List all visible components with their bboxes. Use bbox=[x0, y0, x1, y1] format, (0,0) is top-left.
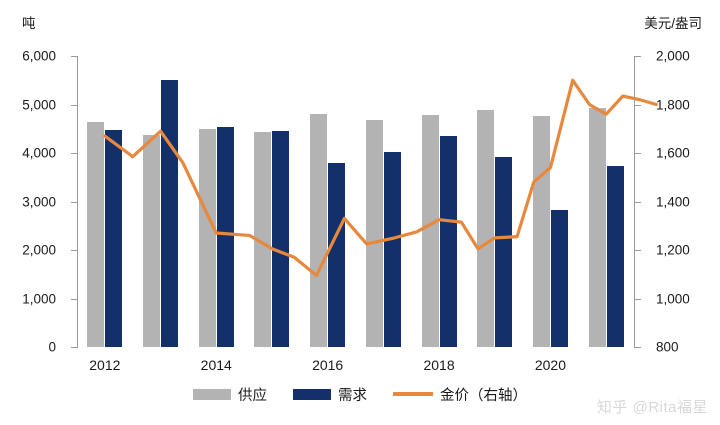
demand-bar[interactable] bbox=[550, 210, 568, 347]
demand-bar[interactable] bbox=[606, 166, 624, 347]
demand-bar[interactable] bbox=[272, 131, 290, 347]
left-tick-mark bbox=[71, 153, 77, 154]
right-tick-label: 1,400 bbox=[656, 193, 690, 209]
right-tick-mark bbox=[635, 104, 641, 106]
left-axis-line bbox=[77, 56, 78, 348]
supply-bar[interactable] bbox=[198, 128, 216, 347]
left-tick-mark bbox=[71, 56, 77, 57]
supply-bar[interactable] bbox=[532, 116, 550, 347]
watermark: 知乎 @Rita福星 bbox=[596, 399, 708, 416]
left-tick-label: 0 bbox=[48, 339, 56, 355]
gold-price-line bbox=[103, 78, 658, 278]
legend-item-demand[interactable]: 需求 bbox=[293, 384, 367, 405]
chart-legend: 供应 需求 金价（右轴） bbox=[0, 381, 720, 407]
legend-label: 需求 bbox=[338, 387, 367, 404]
right-tick-label: 1,000 bbox=[656, 290, 690, 306]
left-axis-unit-label: 吨 bbox=[22, 16, 36, 31]
supply-bar[interactable] bbox=[477, 110, 495, 347]
legend-label: 金价（右轴） bbox=[440, 387, 527, 404]
gold-price-line-layer bbox=[103, 78, 658, 278]
legend-label: 供应 bbox=[238, 387, 267, 404]
left-tick-mark bbox=[71, 104, 77, 106]
left-tick-mark bbox=[71, 298, 77, 300]
supply-bar[interactable] bbox=[421, 115, 439, 347]
right-tick-mark bbox=[635, 201, 641, 203]
right-tick-mark bbox=[635, 250, 641, 251]
demand-bar[interactable] bbox=[383, 152, 401, 347]
right-axis-line bbox=[634, 56, 635, 348]
legend-swatch-demand-icon bbox=[293, 388, 331, 400]
right-axis-unit-label: 美元/盎司 bbox=[644, 16, 702, 31]
x-axis-tick-label: 2018 bbox=[423, 357, 455, 373]
demand-bar[interactable] bbox=[495, 156, 513, 347]
legend-swatch-line-icon bbox=[393, 392, 433, 396]
demand-bar[interactable] bbox=[161, 80, 179, 347]
x-axis-tick-label: 2014 bbox=[200, 357, 232, 373]
left-tick-mark bbox=[71, 347, 77, 348]
left-tick-mark bbox=[71, 250, 77, 251]
right-tick-mark bbox=[635, 153, 641, 154]
right-tick-label: 1,200 bbox=[656, 242, 690, 258]
right-tick-label: 1,800 bbox=[656, 96, 690, 112]
supply-bar[interactable] bbox=[365, 119, 383, 347]
demand-bar[interactable] bbox=[105, 129, 123, 347]
x-axis-tick-label: 2016 bbox=[312, 357, 344, 373]
supply-bar[interactable] bbox=[87, 122, 105, 347]
plot-area bbox=[77, 56, 658, 347]
right-tick-label: 800 bbox=[656, 339, 679, 355]
left-tick-label: 3,000 bbox=[22, 193, 56, 209]
demand-bar[interactable] bbox=[328, 162, 346, 347]
right-tick-label: 1,600 bbox=[656, 145, 690, 161]
demand-bar[interactable] bbox=[216, 126, 234, 347]
right-tick-mark bbox=[635, 56, 641, 57]
legend-swatch-supply-icon bbox=[193, 388, 231, 400]
right-tick-label: 2,000 bbox=[656, 48, 690, 64]
x-axis-tick-label: 2012 bbox=[89, 357, 121, 373]
supply-bar[interactable] bbox=[143, 135, 161, 347]
supply-bar[interactable] bbox=[310, 114, 328, 347]
left-axis-tick-labels: 0 1,000 2,000 3,000 4,000 5,000 6,000 bbox=[0, 0, 70, 425]
demand-bar[interactable] bbox=[439, 136, 457, 347]
supply-bar[interactable] bbox=[254, 131, 272, 347]
right-tick-mark bbox=[635, 347, 641, 348]
left-tick-mark bbox=[71, 201, 77, 203]
legend-item-line[interactable]: 金价（右轴） bbox=[393, 384, 527, 405]
right-tick-mark bbox=[635, 298, 641, 300]
left-tick-label: 6,000 bbox=[22, 48, 56, 64]
x-axis-tick-label: 2020 bbox=[534, 357, 567, 373]
left-tick-label: 5,000 bbox=[22, 96, 56, 112]
left-tick-label: 4,000 bbox=[22, 145, 56, 161]
left-tick-label: 1,000 bbox=[22, 290, 56, 306]
legend-item-supply[interactable]: 供应 bbox=[193, 384, 267, 405]
left-tick-label: 2,000 bbox=[22, 242, 56, 258]
right-axis-tick-labels: 800 1,000 1,200 1,400 1,600 1,800 2,000 bbox=[642, 0, 720, 425]
supply-bar[interactable] bbox=[588, 107, 606, 347]
